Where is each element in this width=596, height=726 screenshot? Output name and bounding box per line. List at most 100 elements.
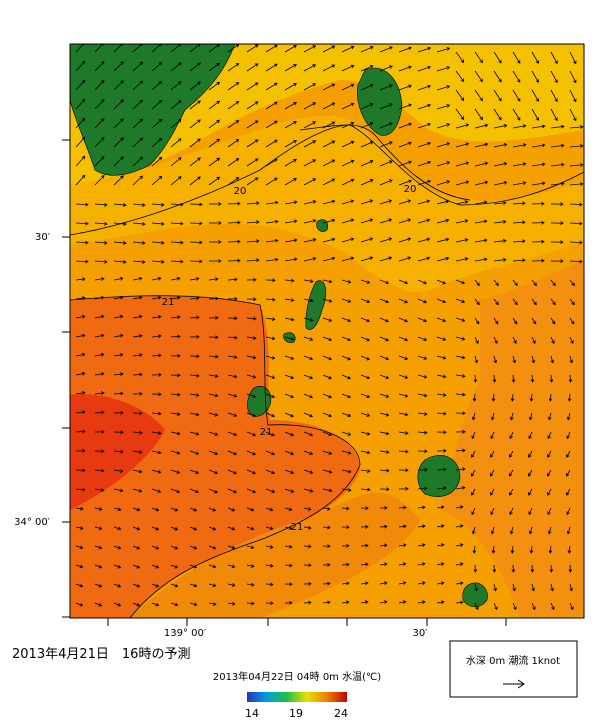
current-arrow: [512, 201, 526, 206]
current-arrow: [322, 83, 336, 91]
current-arrow: [284, 159, 297, 167]
current-arrow: [284, 298, 295, 302]
current-arrow: [303, 64, 317, 72]
current-arrow: [265, 44, 278, 53]
current-arrow: [265, 82, 278, 91]
current-arrow: [398, 468, 409, 473]
current-arrow: [151, 315, 162, 319]
current-arrow: [455, 336, 466, 341]
current-arrow: [341, 218, 355, 224]
current-arrow: [284, 83, 297, 91]
current-arrow: [132, 314, 143, 319]
sea-mild: [70, 116, 584, 292]
current-arrow: [360, 122, 374, 129]
current-arrow: [303, 469, 314, 474]
current-arrow: [398, 581, 407, 585]
current-arrow: [246, 158, 259, 167]
current-arrow: [493, 142, 508, 148]
current-arrow: [94, 118, 105, 129]
current-arrow: [246, 355, 257, 360]
landmass: [70, 44, 236, 176]
current-arrow: [569, 259, 583, 264]
current-arrow: [490, 412, 495, 421]
current-arrow: [75, 174, 86, 186]
current-arrow: [398, 122, 412, 129]
current-arrow: [455, 374, 466, 378]
current-arrow: [208, 545, 217, 550]
current-arrow: [379, 468, 390, 473]
current-arrow: [473, 374, 478, 383]
current-arrow: [208, 240, 222, 244]
current-arrow: [227, 374, 238, 379]
current-arrow: [529, 393, 534, 402]
current-arrow: [341, 140, 355, 148]
current-arrow: [531, 108, 539, 121]
current-arrow: [208, 221, 222, 225]
current-arrow: [569, 240, 583, 245]
current-arrow: [474, 123, 489, 129]
lat-label: 30′: [35, 232, 51, 243]
current-arrow: [568, 564, 573, 573]
current-arrow: [322, 121, 336, 129]
current-arrow: [531, 258, 545, 263]
current-arrow: [303, 219, 317, 224]
current-arrow: [566, 450, 571, 458]
current-arrow: [417, 467, 428, 472]
current-arrow: [417, 279, 428, 285]
current-arrow: [170, 138, 182, 148]
current-arrow: [265, 355, 276, 360]
current-arrow: [227, 431, 238, 437]
current-arrow: [322, 159, 336, 167]
current-arrow: [265, 219, 279, 224]
current-arrow: [227, 177, 240, 186]
current-arrow: [474, 279, 480, 287]
current-arrow: [512, 143, 527, 148]
current-arrow: [436, 543, 445, 547]
current-arrow: [417, 122, 432, 129]
current-arrow: [512, 89, 521, 102]
current-arrow: [569, 108, 577, 122]
current-arrow: [94, 429, 105, 434]
current-arrow: [569, 89, 577, 103]
current-arrow: [379, 279, 390, 285]
current-arrow: [550, 259, 564, 264]
current-arrow: [398, 179, 412, 186]
current-arrow: [512, 317, 518, 325]
current-arrow: [113, 333, 124, 338]
current-arrow: [471, 507, 476, 516]
current-arrow: [227, 44, 240, 53]
current-arrow: [474, 108, 483, 121]
current-arrow: [341, 543, 350, 548]
current-arrow: [113, 203, 127, 207]
current-arrow: [132, 602, 141, 607]
current-arrow: [246, 545, 255, 550]
current-arrow: [75, 526, 84, 530]
current-arrow: [360, 298, 371, 304]
current-arrow: [398, 524, 407, 529]
current-arrow: [322, 64, 336, 72]
current-arrow: [151, 202, 165, 207]
current-arrow: [151, 156, 163, 167]
current-arrow: [94, 507, 103, 511]
current-arrow: [436, 47, 451, 53]
current-arrow: [265, 158, 278, 167]
current-arrow: [569, 279, 575, 287]
current-arrow: [303, 374, 314, 380]
current-arrow: [189, 221, 203, 226]
current-arrow: [75, 98, 86, 110]
current-arrow: [379, 562, 388, 567]
current-arrow: [455, 524, 464, 528]
current-arrow: [398, 279, 409, 285]
current-arrow: [170, 392, 181, 397]
current-arrow: [436, 85, 451, 91]
current-arrow: [512, 181, 527, 186]
current-arrow: [531, 355, 536, 364]
current-arrow: [132, 295, 143, 300]
current-arrow: [493, 238, 507, 243]
current-arrow: [398, 317, 409, 323]
current-arrow: [528, 469, 533, 477]
current-arrow: [379, 374, 390, 380]
current-arrow: [75, 136, 86, 148]
current-arrow: [322, 199, 336, 205]
